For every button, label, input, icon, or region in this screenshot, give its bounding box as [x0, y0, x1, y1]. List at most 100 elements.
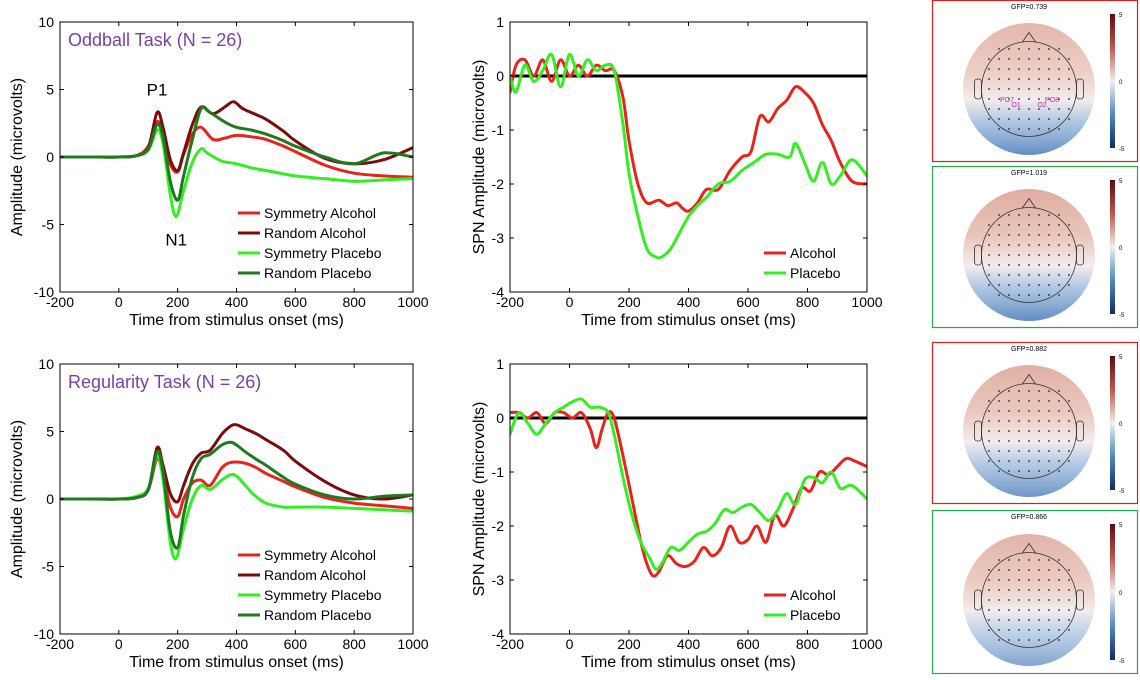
electrode-dot [1058, 48, 1060, 50]
gfp-label: GFP=1.019 [1011, 170, 1047, 177]
electrode-dot [1048, 48, 1050, 50]
colorbar-tick-label: 5 [1119, 523, 1123, 529]
electrode-dot [1068, 254, 1070, 256]
electrode-dot [1038, 470, 1040, 472]
electrode-dot [1048, 254, 1050, 256]
electrode-dot [988, 400, 990, 402]
electrode-dot [1028, 264, 1030, 266]
series-line-symmetry-placebo [60, 454, 413, 561]
x-tick-label: 1000 [397, 636, 428, 652]
x-tick-label: 200 [617, 636, 641, 652]
electrode-dot [1038, 78, 1040, 80]
left-ear-outline [974, 589, 982, 611]
series-line-random-placebo [60, 105, 413, 202]
x-tick-label: 400 [677, 636, 701, 652]
electrode-dot [1028, 569, 1030, 571]
electrode-dot [988, 234, 990, 236]
electrode-dot [1018, 254, 1020, 256]
electrode-dot [1018, 410, 1020, 412]
electrode-dot [1058, 254, 1060, 256]
colorbar [1110, 524, 1115, 660]
colorbar-tick-label: 0 [1119, 80, 1123, 86]
x-tick-label: 200 [617, 294, 641, 310]
electrode-dot [1018, 98, 1020, 100]
y-tick-label: 5 [46, 82, 54, 98]
y-tick-label: 5 [46, 424, 54, 440]
electrode-dot [1028, 128, 1030, 130]
electrode-dot [1058, 450, 1060, 452]
electrode-dot [988, 599, 990, 601]
electrode-label: O1 [1011, 102, 1020, 109]
electrode-dot [1038, 420, 1040, 422]
electrode-dot [1048, 579, 1050, 581]
electrode-dot [988, 420, 990, 422]
electrode-dot [1068, 430, 1070, 432]
nose-outline [1021, 31, 1037, 43]
electrode-dot [1068, 264, 1070, 266]
electrode-dot [1048, 118, 1050, 120]
electrode-dot [1018, 390, 1020, 392]
x-axis-label: Time from stimulus onset (ms) [129, 312, 344, 329]
series-group [60, 423, 413, 561]
electrode-dot [998, 244, 1000, 246]
electrode-dot [998, 254, 1000, 256]
electrode-dot [1068, 58, 1070, 60]
electrode-dot [1028, 639, 1030, 641]
y-tick-label: -3 [492, 230, 505, 246]
electrode-dot [1058, 88, 1060, 90]
electrode-dot [998, 58, 1000, 60]
electrode-dot [1008, 420, 1010, 422]
panel-title: Regularity Task (N = 26) [68, 372, 261, 392]
electrode-dot [998, 294, 1000, 296]
electrode-dot [1058, 420, 1060, 422]
electrode-dot [1048, 274, 1050, 276]
electrode-dot [1038, 559, 1040, 561]
x-tick-label: 600 [284, 636, 308, 652]
electrode-dot [1008, 214, 1010, 216]
electrode-dot [1018, 420, 1020, 422]
electrode-dot [1048, 589, 1050, 591]
electrode-dot [998, 118, 1000, 120]
electrode-dot [1018, 589, 1020, 591]
electrode-dot [1018, 214, 1020, 216]
electrode-dot [1068, 410, 1070, 412]
nose-outline [1021, 373, 1037, 385]
electrode-dot [1048, 460, 1050, 462]
series-group [510, 397, 867, 578]
nose-outline [1021, 542, 1037, 554]
electrode-dot [1018, 224, 1020, 226]
electrode-dot [1008, 390, 1010, 392]
electrode-dot [1028, 214, 1030, 216]
colorbar-tick-label: -5 [1119, 313, 1125, 319]
electrode-dot [1028, 224, 1030, 226]
electrode-dot [1058, 440, 1060, 442]
x-tick-label: 1000 [397, 294, 428, 310]
electrode-dot [988, 68, 990, 70]
electrode-dot [1018, 440, 1020, 442]
electrode-dot [1038, 430, 1040, 432]
electrode-dot [998, 420, 1000, 422]
electrode-dot [1018, 629, 1020, 631]
electrode-dot [1068, 460, 1070, 462]
x-tick-label: -200 [496, 294, 524, 310]
electrode-dot [988, 430, 990, 432]
y-axis-label: SPN Amplitude (microvolts) [471, 60, 488, 255]
y-tick-label: -5 [42, 559, 55, 575]
electrode-dot [1038, 284, 1040, 286]
electrode-dot [1008, 559, 1010, 561]
electrode-dot [1028, 450, 1030, 452]
electrode-dot [1018, 284, 1020, 286]
electrode-dot [1038, 224, 1040, 226]
electrode-dot [1028, 629, 1030, 631]
x-tick-label: 800 [796, 636, 820, 652]
electrode-dot [1038, 58, 1040, 60]
electrode-dot [1018, 244, 1020, 246]
electrode-dot [1068, 234, 1070, 236]
electrode-dot [1018, 78, 1020, 80]
electrode-dot [1008, 629, 1010, 631]
y-tick-label: -4 [492, 626, 505, 642]
electrode-dot [1038, 214, 1040, 216]
legend-label: Symmetry Alcohol [264, 547, 376, 563]
right-ear-outline [1076, 589, 1084, 611]
